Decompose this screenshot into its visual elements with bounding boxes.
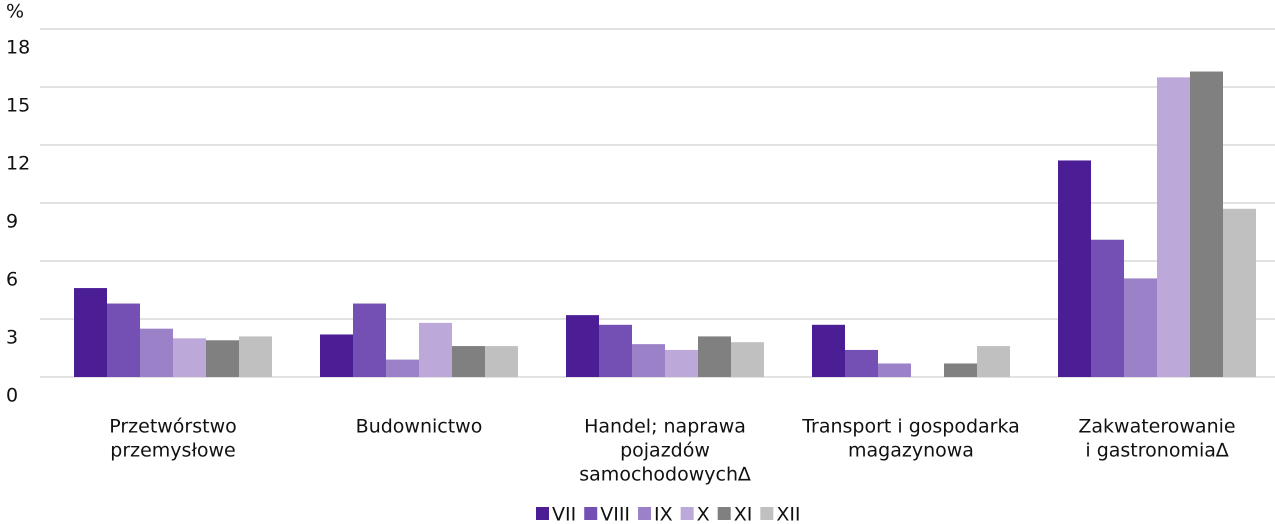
- legend-swatch: [638, 507, 652, 520]
- x-tick-label: i gastronomia∆: [1085, 440, 1228, 462]
- legend-label: XI: [734, 504, 753, 524]
- bar: [878, 363, 911, 377]
- bar: [632, 344, 665, 377]
- y-tick-label: 15: [6, 95, 30, 117]
- y-tick-label: 0: [6, 385, 18, 407]
- legend-swatch: [717, 507, 731, 520]
- bar: [1223, 208, 1256, 377]
- bar: [1091, 239, 1124, 377]
- legend-label: VIII: [600, 504, 630, 524]
- legend-swatch: [536, 507, 549, 520]
- bar: [74, 288, 107, 377]
- bar: [353, 303, 386, 377]
- x-tick-label: Handel; naprawa: [584, 416, 746, 438]
- y-tick-label: 18: [6, 37, 30, 59]
- bar: [1157, 77, 1190, 377]
- bar: [1190, 71, 1223, 378]
- y-tick-label: 6: [6, 269, 18, 291]
- y-tick-label: 9: [6, 211, 18, 233]
- bar: [812, 324, 845, 377]
- y-tick-label: 12: [6, 153, 30, 175]
- bar: [599, 324, 632, 377]
- x-tick-label: przemysłowe: [110, 440, 235, 462]
- x-tick-label: pojazdów: [620, 440, 710, 462]
- bar: [173, 338, 206, 377]
- bar: [452, 346, 485, 377]
- bar: [665, 349, 698, 377]
- x-tick-label: Przetwórstwo: [109, 416, 237, 438]
- x-tick-label: Budownictwo: [356, 416, 483, 438]
- legend-label: X: [697, 504, 710, 524]
- legend: VII VIII IX X XI XII: [536, 504, 801, 524]
- bar: [845, 349, 878, 377]
- bar: [731, 342, 764, 377]
- legend-swatch: [584, 507, 598, 520]
- bar: [1124, 278, 1157, 377]
- bar: [977, 346, 1010, 377]
- bar: [107, 303, 140, 377]
- bar: [566, 315, 599, 377]
- bar: [386, 359, 419, 377]
- bar: [1058, 160, 1091, 377]
- y-unit: %: [6, 1, 24, 23]
- legend-label: VII: [552, 504, 576, 524]
- y-tick-label: 3: [6, 327, 18, 349]
- bar: [485, 346, 518, 377]
- bar: [698, 336, 731, 377]
- legend-label: IX: [654, 504, 673, 524]
- legend-swatch: [680, 507, 694, 520]
- bar: [419, 322, 452, 377]
- x-tick-label: Transport i gospodarka: [801, 416, 1020, 438]
- bar: [320, 334, 353, 377]
- bar: [140, 328, 173, 377]
- legend-swatch: [760, 507, 774, 520]
- bar: [239, 336, 272, 377]
- x-tick-label: Zakwaterowanie: [1078, 416, 1235, 438]
- x-tick-label: magazynowa: [848, 440, 974, 462]
- x-tick-label: samochodowych∆: [579, 464, 751, 486]
- legend-label: XII: [776, 504, 800, 524]
- bar: [206, 340, 239, 377]
- bar: [944, 363, 977, 377]
